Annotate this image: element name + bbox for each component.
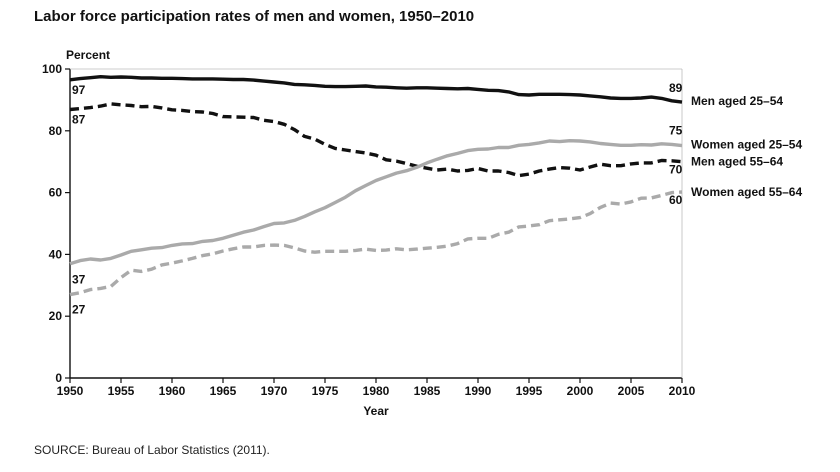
chart-title: Labor force participation rates of men a… (34, 8, 475, 25)
y-tick-label: 80 (49, 124, 63, 138)
x-tick-label: 2010 (669, 384, 696, 398)
ticks: 1950 1955 1960 1965 1970 1975 1980 1985 1990 1995… (42, 62, 696, 398)
y-tick-label: 60 (49, 186, 63, 200)
x-tick-label: 1960 (159, 384, 186, 398)
start-value-label: 87 (72, 112, 86, 126)
series-line (69, 138, 683, 266)
x-tick-label: 1970 (261, 384, 288, 398)
labels-layer: 97 89 Men aged 25–54 87 70 Men aged 55–64 37 75… (72, 81, 802, 317)
x-tick-label: 1955 (108, 384, 135, 398)
series-legend-label: Men aged 25–54 (691, 94, 783, 108)
x-tick-label: 1990 (465, 384, 492, 398)
source-note: SOURCE: Bureau of Labor Statistics (2011… (34, 443, 270, 457)
axes (69, 68, 683, 379)
x-tick-label: 1965 (210, 384, 237, 398)
y-tick-label: 100 (42, 62, 62, 76)
x-tick-label: 1950 (57, 384, 84, 398)
series-legend-label: Women aged 55–64 (691, 185, 802, 199)
start-value-label: 37 (72, 273, 86, 287)
start-value-label: 27 (72, 303, 86, 317)
x-tick-label: 1980 (363, 384, 390, 398)
y-tick-label: 20 (49, 309, 63, 323)
series-line (69, 102, 683, 178)
end-value-label: 70 (669, 163, 683, 177)
x-tick-label: 2005 (618, 384, 645, 398)
start-value-label: 97 (72, 83, 86, 97)
end-value-label: 75 (669, 124, 683, 138)
series-legend-label: Men aged 55–64 (691, 155, 783, 169)
x-tick-label: 1995 (516, 384, 543, 398)
x-axis-label: Year (363, 404, 389, 418)
series-line (69, 190, 683, 297)
x-tick-label: 1985 (414, 384, 441, 398)
series-legend-label: Women aged 25–54 (691, 138, 802, 152)
end-value-label: 60 (669, 193, 683, 207)
series-line (69, 74, 683, 104)
y-tick-label: 0 (55, 371, 62, 385)
x-tick-label: 1975 (312, 384, 339, 398)
x-tick-label: 2000 (567, 384, 594, 398)
y-tick-label: 40 (49, 247, 63, 261)
y-axis-label: Percent (66, 48, 110, 62)
end-value-label: 89 (669, 81, 683, 95)
series-layer (69, 74, 683, 297)
